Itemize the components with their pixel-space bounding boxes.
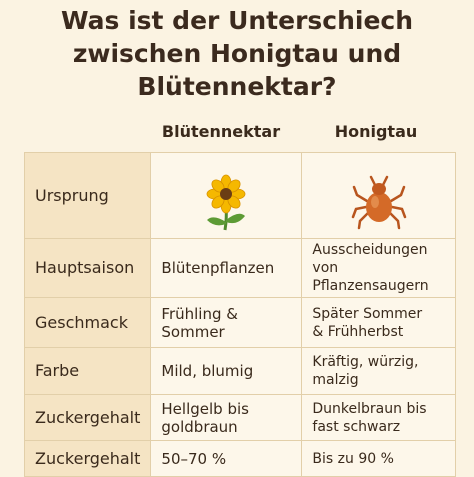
bug-icon-cell [301,152,456,239]
title: Was ist der Unterschiech zwischen Honigt… [0,4,474,103]
row: Zuckergehalt 50–70 % Bis zu 90 % [23,440,456,477]
column-header: Honigtau [334,122,418,141]
flower-icon-cell [150,152,303,239]
flower-icon [207,174,246,230]
row-label: Zuckergehalt [23,394,152,441]
comparison-table: Ursprung [23,152,456,477]
column-headers: Blütennektar Honigtau [145,122,455,141]
row-label: Hauptsaison [23,238,152,298]
title-line: zwischen Honigtau und [72,39,402,68]
cell: Dunkelbraun bis fast schwarz [301,394,456,441]
row: Geschmack Frühling & Sommer Später Somme… [23,297,456,348]
cell: Kräftig, würzig, malzig [301,347,456,395]
page: Was ist der Unterschiech zwischen Honigt… [0,4,474,477]
row-label: Farbe [23,347,152,395]
cell: Bis zu 90 % [301,440,456,477]
row-label: Geschmack [23,297,152,348]
cell: Blütenpflanzen [150,238,303,298]
row: Zuckergehalt Hellgelb bis goldbraun Dunk… [23,394,456,441]
title-line: Was ist der Unterschiech [60,6,414,35]
bug-icon [351,175,406,230]
row: Ursprung [23,152,456,239]
cell: Frühling & Sommer [150,297,303,348]
row-label: Ursprung [23,152,152,239]
cell: Hellgelb bis goldbraun [150,394,303,441]
row: Hauptsaison Blütenpflanzen Ausscheidunge… [23,238,456,298]
column-header: Blütennektar [161,122,281,141]
row: Farbe Mild, blumig Kräftig, würzig, malz… [23,347,456,395]
title-line: Blütennektar? [137,72,337,101]
cell: Mild, blumig [150,347,303,395]
row-label: Zuckergehalt [23,440,152,477]
cell: Ausscheidungen von Pflanzensaugern [301,238,456,298]
cell: 50–70 % [150,440,303,477]
cell: Später Sommer & Frühherbst [301,297,456,348]
